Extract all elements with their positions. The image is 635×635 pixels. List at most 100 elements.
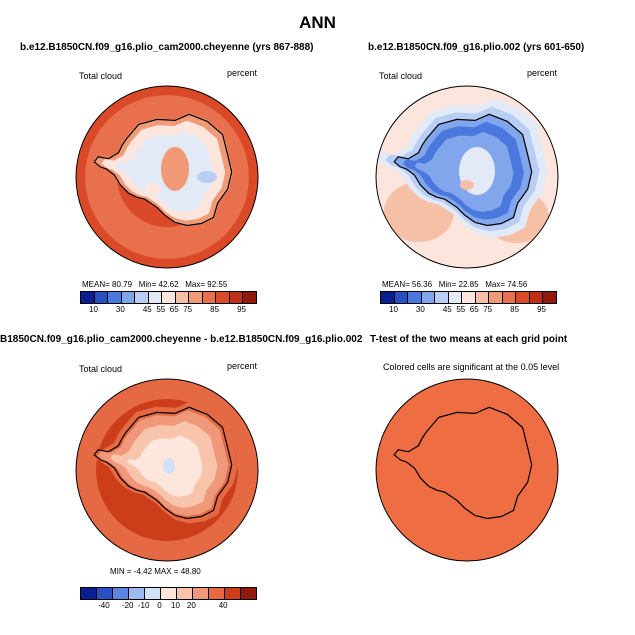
panel-2-min: 22.85	[458, 280, 479, 289]
panel-4-contour-0	[376, 379, 558, 561]
panel-2-map-border	[375, 85, 559, 269]
panel-3-colorbar-box-6	[177, 588, 193, 599]
panel-2-colorbar	[380, 291, 557, 304]
panel-2-colorbar-box-6	[462, 292, 476, 303]
panel-1-colorbar-box-10	[216, 292, 230, 303]
panel-2-max: 74.56	[507, 280, 528, 289]
panel-3-colorbar-tick: 40	[218, 601, 228, 610]
panel-4-title: T-test of the two means at each grid poi…	[370, 334, 568, 345]
panel-3-colorbar-box-1	[97, 588, 113, 599]
panel-1-colorbar-box-6	[162, 292, 176, 303]
panel-1-mean: 80.79	[112, 280, 133, 289]
panel-2-colorbar-tick: 85	[510, 305, 520, 314]
panel-2-colorbar-box-8	[489, 292, 503, 303]
figure-title: ANN	[299, 13, 336, 32]
panel-4-subtitle: Colored cells are significant at the 0.0…	[383, 362, 560, 372]
panel-1-colorbar-tick: 45	[142, 305, 152, 314]
panel-2-colorbar-tick: 75	[483, 305, 493, 314]
panel-2-coastline	[393, 113, 533, 227]
panel-2-colorbar-box-0	[381, 292, 395, 303]
panel-3-units-label: percent	[227, 361, 258, 371]
panel-2-title: b.e12.B1850CN.f09_g16.plio.002 (yrs 601-…	[368, 42, 585, 53]
panel-1-contour-8	[145, 183, 161, 195]
panel-1-colorbar-tick: 10	[89, 305, 98, 314]
panel-3-colorbar-tick: -40	[98, 601, 110, 610]
panel-4-map-border	[375, 378, 559, 562]
panel-1-stats: MEAN= 80.79 Min= 42.62 Max= 92.55	[82, 280, 228, 289]
panel-1-colorbar-box-11	[229, 292, 244, 303]
panel-3-map-border	[75, 378, 259, 562]
panel-3-colorbar-ticks: -40 -20 -10 0 10 20 40	[80, 601, 255, 611]
panel-2-contour-9	[460, 180, 474, 190]
panel-2-colorbar-box-4	[435, 292, 449, 303]
panel-1-variable-label: Total cloud	[79, 71, 123, 81]
panel-1-colorbar-ticks: 10 30 45 55 65 75 85 95	[80, 305, 255, 315]
panel-2-colorbar-tick: 10	[389, 305, 398, 314]
panel-1-field	[76, 86, 258, 268]
panel-3-colorbar-tick: 0	[157, 601, 162, 610]
panel-1-colorbar-box-5	[148, 292, 163, 303]
panel-1-colorbar-tick: 85	[210, 305, 220, 314]
panel-2-colorbar-box-12	[543, 292, 556, 303]
panel-3-colorbar-box-7	[193, 588, 209, 599]
panel-1-contour-6	[161, 147, 189, 191]
panel-1-colorbar-box-4	[135, 292, 149, 303]
panel-1-colorbar-box-8	[189, 292, 203, 303]
panel-2-units-label: percent	[527, 68, 558, 78]
panel-1-coastline	[93, 113, 233, 227]
panel-2-colorbar-box-9	[502, 292, 517, 303]
panel-2-colorbar-box-1	[394, 292, 409, 303]
panel-1-colorbar-box-2	[108, 292, 122, 303]
panel-4-coastline	[393, 406, 533, 520]
panel-1-colorbar-tick: 30	[115, 305, 125, 314]
panel-2-colorbar-tick: 55	[456, 305, 466, 314]
panel-2-colorbar-ticks: 10 30 45 55 65 75 85 95	[380, 305, 555, 315]
panel-1-units-label: percent	[227, 68, 258, 78]
panel-3-colorbar-box-8	[209, 588, 225, 599]
panel-3-colorbar-tick: -20	[121, 601, 134, 610]
panel-1-colorbar-tick: 95	[237, 305, 246, 314]
panel-1-map-border	[75, 85, 259, 269]
panel-1-max: 92.55	[207, 280, 228, 289]
panel-1-colorbar-tick: 55	[156, 305, 166, 314]
panel-2-colorbar-box-7	[475, 292, 490, 303]
panel-1-colorbar-tick: 65	[169, 305, 179, 314]
panel-2-colorbar-box-5	[448, 292, 463, 303]
panel-3-colorbar-box-4	[145, 588, 161, 599]
panel-1-colorbar-box-3	[121, 292, 136, 303]
panel-2-stats: MEAN= 56.36 Min= 22.85 Max= 74.56	[382, 280, 528, 289]
panel-2-colorbar-box-11	[529, 292, 544, 303]
panel-3-colorbar-box-10	[241, 588, 256, 599]
panel-2-variable-label: Total cloud	[379, 71, 423, 81]
panel-1-colorbar-box-1	[94, 292, 109, 303]
panel-3-colorbar-box-5	[161, 588, 177, 599]
panel-2-colorbar-tick: 95	[537, 305, 546, 314]
panel-1-min: 42.62	[158, 280, 179, 289]
panel-1-contour-7	[197, 171, 217, 183]
panel-1-colorbar-box-9	[202, 292, 217, 303]
panel-2-mean: 56.36	[412, 280, 433, 289]
panel-3-colorbar-box-0	[81, 588, 97, 599]
panel-3-contour-6	[163, 458, 175, 474]
panel-2-colorbar-tick: 45	[442, 305, 452, 314]
panel-1-colorbar	[80, 291, 257, 304]
panel-1-colorbar-box-0	[81, 292, 95, 303]
panel-1-colorbar-tick: 75	[183, 305, 193, 314]
panel-3-field	[76, 379, 258, 561]
panel-3-title: B1850CN.f09_g16.plio_cam2000.cheyenne - …	[0, 334, 363, 345]
panel-3-colorbar-box-3	[129, 588, 145, 599]
panel-2-colorbar-tick: 65	[469, 305, 479, 314]
panel-1-colorbar-box-12	[243, 292, 256, 303]
panel-3-colorbar-tick: 10	[171, 601, 180, 610]
panel-2-colorbar-box-10	[516, 292, 530, 303]
panel-3-coastline	[93, 406, 233, 520]
panel-3-colorbar-box-2	[113, 588, 129, 599]
panel-4-field	[376, 379, 558, 561]
panel-2-colorbar-tick: 30	[415, 305, 425, 314]
panel-3-colorbar-box-9	[225, 588, 241, 599]
panel-3-colorbar	[80, 587, 257, 600]
